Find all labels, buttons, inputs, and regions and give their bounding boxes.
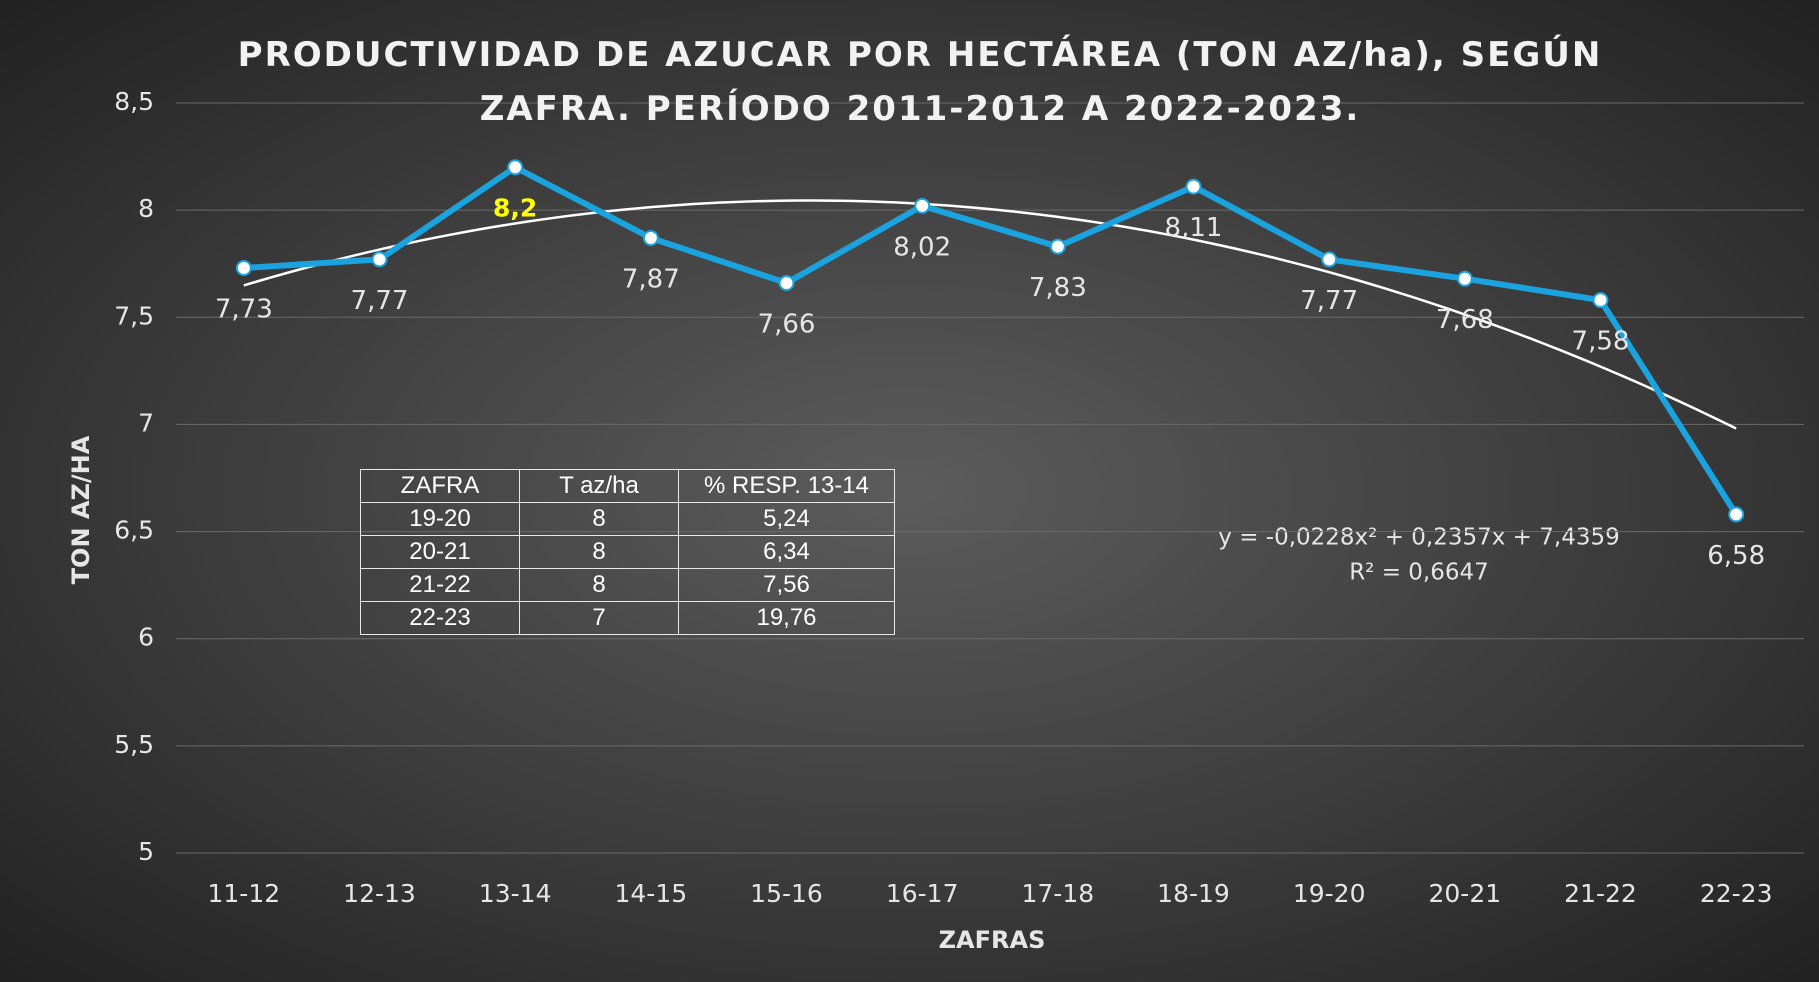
table-cell: 8	[519, 568, 679, 602]
point-marker	[778, 275, 795, 291]
data-label: 7,77	[1300, 286, 1358, 316]
data-label: 8,02	[893, 232, 951, 262]
x-tick-label: 20-21	[1429, 879, 1502, 908]
table-row: 19-20 8 5,24	[360, 502, 895, 536]
table-cell: 19-20	[360, 502, 520, 536]
trendline	[243, 199, 1737, 430]
table-cell: 20-21	[360, 535, 520, 569]
table-row: 20-21 8 6,34	[360, 535, 895, 569]
x-tick-label: 13-14	[479, 879, 552, 908]
x-tick-label: 21-22	[1564, 879, 1637, 908]
table-cell: 21-22	[360, 568, 520, 602]
trendline-r2: R² = 0,6647	[1349, 560, 1489, 586]
x-tick-label: 18-19	[1157, 879, 1230, 908]
table-row: 22-23 7 19,76	[360, 601, 895, 635]
x-tick-label: 19-20	[1293, 879, 1366, 908]
summary-table: ZAFRA T az/ha % RESP. 13-14 19-20 8 5,24 20…	[360, 469, 895, 635]
x-tick-label: 14-15	[615, 879, 688, 908]
data-label: 7,73	[215, 295, 273, 325]
data-label: 8,2	[493, 193, 537, 222]
point-marker	[1049, 238, 1066, 255]
table-cell: 5,24	[678, 502, 895, 536]
x-tick-label: 16-17	[886, 879, 959, 908]
point-marker	[1185, 178, 1202, 195]
series-line	[243, 164, 1739, 517]
x-tick-label: 15-16	[750, 879, 823, 908]
data-label: 8,11	[1165, 213, 1223, 243]
y-tick-label: 6	[138, 623, 154, 652]
chart-title: PRODUCTIVIDAD DE AZUCAR POR HECTÁREA (TO…	[237, 35, 1603, 129]
data-label: 7,58	[1572, 327, 1630, 357]
table-row: 21-22 8 7,56	[360, 568, 895, 602]
data-label: 6,58	[1707, 541, 1765, 571]
y-tick-label: 8,5	[114, 87, 154, 116]
table-header: ZAFRA T az/ha % RESP. 13-14	[360, 469, 895, 503]
trendline-equation: y = -0,0228x² + 0,2357x + 7,4359	[1218, 525, 1619, 551]
point-marker	[371, 251, 388, 268]
x-tick-label: 12-13	[343, 879, 416, 908]
point-marker	[642, 230, 659, 246]
data-label: 7,66	[758, 310, 816, 340]
point-marker	[1728, 506, 1745, 523]
table-cell: 8	[519, 535, 679, 569]
table-cell: 8	[519, 502, 679, 536]
table-cell: 22-23	[360, 601, 520, 635]
data-label: 7,83	[1029, 273, 1087, 303]
data-label: 7,68	[1436, 305, 1494, 335]
y-tick-label: 6,5	[114, 516, 154, 545]
header-cell: ZAFRA	[360, 469, 520, 503]
table-cell: 7,56	[678, 568, 895, 602]
point-marker	[1456, 270, 1473, 287]
y-axis-title: TON AZ/HA	[67, 435, 95, 584]
table-cell: 6,34	[678, 535, 895, 569]
x-tick-label: 17-18	[1022, 879, 1095, 908]
header-cell: % RESP. 13-14	[678, 469, 895, 503]
x-tick-label: 11-12	[208, 879, 281, 908]
point-marker	[235, 260, 252, 276]
table-cell: 7	[519, 601, 679, 635]
point-marker	[507, 159, 524, 176]
x-axis-title: ZAFRAS	[939, 926, 1046, 954]
header-cell: T az/ha	[519, 469, 679, 503]
point-marker	[1592, 292, 1609, 309]
x-tick-label: 22-23	[1700, 879, 1773, 908]
data-label: 7,87	[622, 265, 680, 295]
y-tick-label: 5	[138, 837, 154, 866]
y-tick-label: 7	[138, 408, 154, 437]
table-cell: 19,76	[678, 601, 895, 635]
point-marker	[1321, 251, 1338, 268]
data-label: 7,77	[351, 286, 409, 316]
y-tick-label: 5,5	[114, 730, 154, 759]
y-tick-label: 8	[138, 194, 154, 223]
y-tick-label: 7,5	[114, 301, 154, 330]
point-marker	[914, 197, 931, 214]
